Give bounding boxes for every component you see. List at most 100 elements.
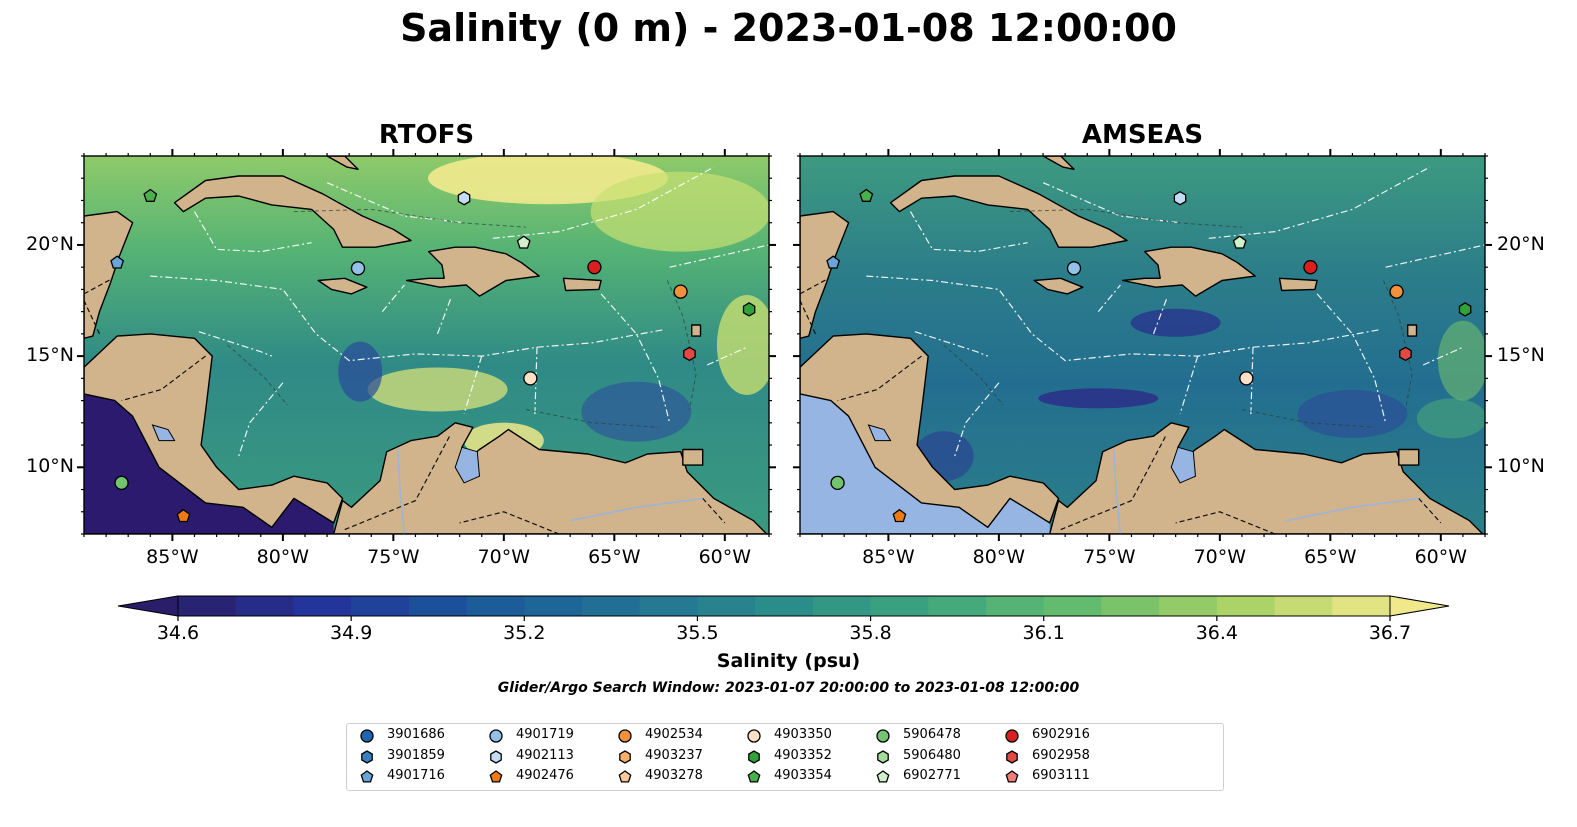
land-bahamas (326, 156, 359, 171)
legend-label: 6903111 (1032, 768, 1090, 783)
float-6902958-marker (1399, 346, 1412, 362)
float-5906478-marker (114, 475, 129, 491)
legend-label: 4901719 (516, 727, 574, 742)
legend-marker (489, 729, 503, 743)
legend-marker-shape (748, 749, 760, 764)
legend-marker (876, 770, 890, 783)
colorbar-bin (639, 596, 698, 616)
legend-marker (619, 749, 631, 764)
colorbar-tick-label: 34.6 (156, 622, 200, 644)
legend-marker (360, 770, 374, 783)
float-4902534-marker (1389, 284, 1404, 299)
land-jamaica (1033, 277, 1084, 295)
colorbar-tick-label: 35.5 (676, 622, 719, 644)
legend-label: 3901686 (387, 727, 445, 742)
colorbar-bin (928, 596, 987, 616)
colorbar-bin (524, 596, 583, 616)
lon-tick-label: 70°W (477, 546, 531, 568)
eez-boundary (193, 211, 312, 253)
land-cuba (173, 175, 412, 248)
lon-tick-label: 75°W (1083, 546, 1136, 568)
lon-tick-label: 75°W (367, 546, 420, 568)
float-4903350-marker (523, 371, 538, 386)
colorbar-bin (1332, 596, 1391, 616)
eez-boundary (463, 355, 483, 415)
salinity-patch (1437, 320, 1485, 401)
colorbar-bin (235, 596, 294, 616)
legend-label: 4902476 (516, 768, 574, 783)
legend-label: 5906480 (903, 747, 961, 763)
colorbar-tick-label: 34.9 (329, 622, 373, 644)
colorbar-bin (582, 596, 641, 616)
legend-marker (748, 749, 760, 764)
land-central-america (84, 333, 344, 528)
land-hispaniola (1121, 246, 1256, 297)
float-4902476-marker (176, 508, 191, 523)
float-4901719-marker (350, 261, 366, 276)
figure-title: Salinity (0 m) - 2023-01-08 12:00:00 (400, 6, 1177, 50)
float-4902476-marker (892, 508, 907, 523)
eez-boundary (492, 166, 715, 239)
colorbar-bin (812, 596, 872, 616)
land-lesser-antilles (1406, 324, 1418, 337)
legend-marker-shape (489, 729, 503, 743)
lat-tick-label: 10°N (26, 455, 74, 478)
country-border (1418, 497, 1442, 524)
land-yucatan (84, 210, 134, 339)
legend-marker-shape (877, 749, 889, 764)
search-window-caption: Glider/Argo Search Window: 2023-01-07 20… (497, 680, 1080, 696)
legend-label: 4903352 (774, 747, 832, 763)
pacific-ocean (800, 393, 1050, 534)
legend-marker (361, 749, 373, 764)
land-hispaniola (405, 246, 540, 297)
float-6902916-marker (1303, 260, 1318, 275)
eez-boundary (1179, 355, 1199, 415)
land-lesser-antilles (691, 324, 702, 337)
lon-tick-label: 70°W (1193, 546, 1247, 568)
salinity-patch (367, 367, 508, 412)
river (569, 497, 703, 522)
eez-boundary (238, 382, 284, 457)
colorbar-bin (755, 596, 814, 616)
lat-tick-label: 20°N (1497, 232, 1545, 255)
float-4903354-marker (143, 188, 158, 202)
float-6902771-marker (1232, 235, 1247, 249)
river (1113, 449, 1122, 534)
eez-boundary (600, 293, 671, 423)
lon-tick-label: 80°W (972, 546, 1026, 568)
colorbar-bin (466, 596, 525, 616)
float-legend: 3901686 3901859 4901716 4901719 4902113 49024… (346, 723, 1224, 791)
legend-marker-shape (360, 729, 374, 743)
salinity-patch (338, 341, 383, 402)
colorbar-bin (178, 596, 237, 616)
eez-boundary (1385, 244, 1485, 268)
country-border (84, 300, 101, 335)
float-6902771-marker (516, 235, 531, 249)
legend-label: 6902916 (1032, 727, 1090, 742)
legend-label: 4902534 (645, 727, 703, 742)
legend-marker (747, 770, 761, 783)
legend-label: 4903278 (645, 768, 703, 783)
isobath (293, 208, 526, 228)
eez-boundary (326, 182, 465, 224)
lat-tick-label: 10°N (1497, 455, 1545, 478)
legend-marker-shape (361, 749, 373, 764)
lon-tick-label: 80°W (256, 546, 310, 568)
eez-boundary (381, 284, 405, 312)
legend-marker-shape (747, 770, 761, 783)
salinity-patch (1416, 398, 1485, 439)
lake-nicaragua (151, 424, 176, 442)
legend-marker-shape (619, 749, 631, 764)
colorbar-tick-label: 36.7 (1368, 622, 1412, 644)
colorbar-title: Salinity (psu) (716, 650, 861, 672)
colorbar-tick-label: 35.8 (849, 622, 892, 644)
isobath (227, 344, 288, 406)
lake-maracaibo (1170, 446, 1197, 484)
legend-marker (747, 729, 761, 743)
colorbar-bin (870, 596, 929, 616)
isobath (525, 409, 659, 428)
salinity-patch (716, 295, 769, 395)
lake-nicaragua (867, 424, 892, 442)
legend-marker (1005, 729, 1019, 743)
